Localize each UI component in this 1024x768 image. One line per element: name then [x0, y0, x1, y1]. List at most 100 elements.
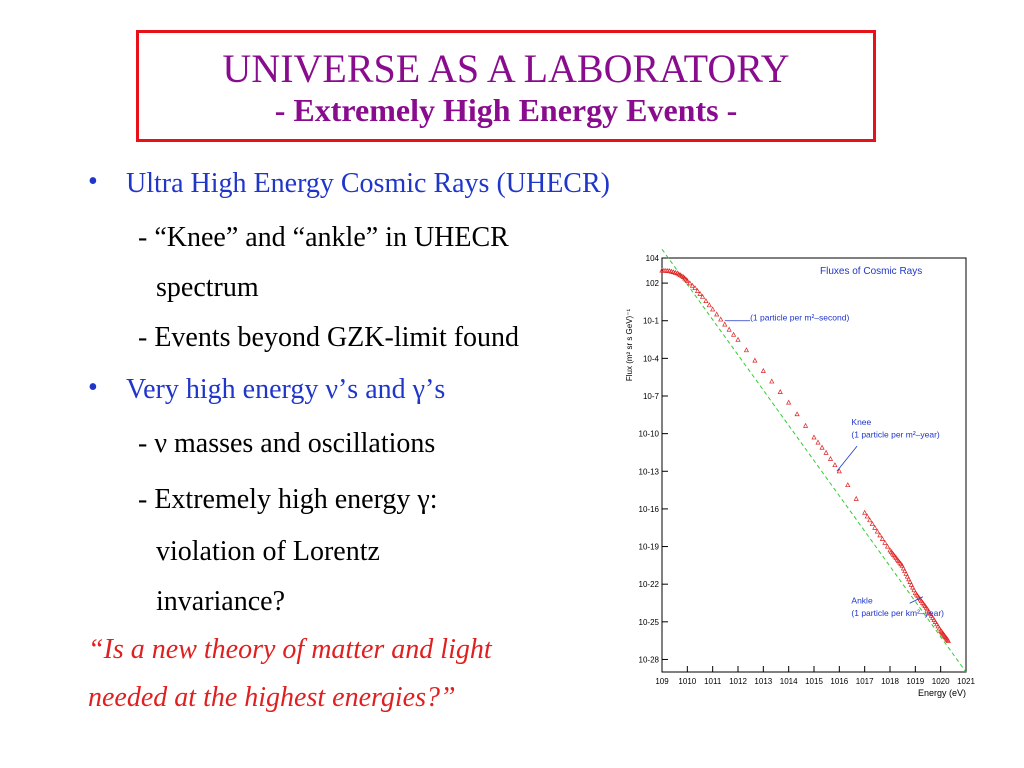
data-point: [703, 298, 709, 303]
data-point: [864, 513, 870, 519]
data-point: [911, 587, 917, 593]
data-point: [910, 584, 916, 590]
y-tick-label: 10-19: [639, 543, 660, 552]
y-tick-label: 10-10: [639, 430, 660, 439]
cosmic-ray-flux-chart: Fluxes of Cosmic Rays Flux (m² sr s GeV)…: [620, 244, 980, 700]
data-point: [802, 422, 809, 428]
data-point: [726, 326, 732, 332]
data-point: [769, 378, 775, 384]
data-point: [684, 277, 690, 283]
data-point: [899, 562, 905, 568]
quote-line-2: needed at the highest energies?”: [88, 682, 456, 713]
data-point: [786, 399, 792, 405]
data-point: [714, 311, 720, 317]
sub-gzk: - Events beyond GZK-limit found: [138, 322, 520, 353]
slide-subtitle: - Extremely High Energy Events -: [274, 92, 738, 128]
data-point: [872, 524, 878, 530]
x-tick-label: 1019: [906, 677, 924, 686]
data-point: [832, 462, 838, 468]
annotation-label: Ankle: [851, 595, 873, 605]
data-point: [689, 282, 695, 288]
y-tick-label: 10-28: [639, 655, 660, 664]
x-tick-label: 1018: [881, 677, 899, 686]
data-point: [902, 568, 908, 574]
y-tick-label: 10-25: [639, 618, 660, 627]
data-point: [862, 509, 868, 515]
data-point: [924, 606, 931, 612]
x-tick-label: 109: [655, 677, 669, 686]
data-point: [869, 521, 875, 526]
data-point: [794, 411, 800, 417]
bullet-dot: •: [88, 166, 98, 197]
data-point: [815, 439, 821, 445]
y-tick-label: 10-4: [643, 354, 660, 363]
x-tick-label: 1017: [856, 677, 874, 686]
data-point: [874, 528, 880, 534]
data-point: [760, 367, 766, 373]
x-tick-label: 1012: [729, 677, 747, 686]
x-tick-label: 1020: [932, 677, 950, 686]
data-point: [700, 293, 706, 299]
data-point: [945, 637, 951, 643]
annotation-label: (1 particle per m²–second): [750, 313, 849, 323]
data-point: [934, 621, 940, 627]
sub-high-energy-gamma: - Extremely high energy γ:: [138, 484, 438, 515]
bullet-neutrinos-gammas: Very high energy ν’s and γ’s: [126, 374, 446, 405]
x-tick-label: 1011: [704, 677, 722, 686]
data-point: [931, 616, 937, 622]
title-box: UNIVERSE AS A LABORATORY - Extremely Hig…: [136, 30, 876, 142]
data-point: [935, 623, 941, 629]
data-point: [884, 543, 891, 549]
y-tick-label: 10-16: [639, 505, 660, 514]
data-point: [710, 306, 716, 312]
data-point: [904, 573, 910, 579]
y-tick-label: 10-7: [643, 392, 660, 401]
y-axis-label: Flux (m² sr s GeV)⁻¹: [625, 309, 634, 382]
data-point: [882, 539, 888, 545]
sub-invariance: invariance?: [156, 586, 286, 617]
data-point: [867, 517, 873, 523]
quote-line-1: “Is a new theory of matter and light: [88, 634, 492, 665]
data-point: [697, 290, 703, 296]
y-tick-label: 10-13: [639, 467, 660, 476]
data-point: [731, 331, 737, 337]
annotation-label: Knee: [851, 417, 871, 427]
sub-lorentz: violation of Lorentz: [156, 536, 380, 567]
data-point: [694, 288, 701, 293]
data-point: [932, 619, 938, 625]
y-tick-label: 104: [646, 254, 660, 263]
data-point: [928, 612, 934, 618]
data-point: [900, 565, 906, 571]
data-point: [735, 336, 741, 342]
data-point: [692, 285, 698, 291]
y-tick-label: 102: [646, 279, 660, 288]
fit-line: [661, 248, 967, 673]
y-tick-label: 10-22: [639, 580, 660, 589]
data-point: [877, 532, 883, 538]
data-point: [743, 347, 750, 353]
data-point: [926, 608, 932, 614]
data-point: [722, 321, 728, 327]
data-point: [879, 536, 885, 541]
x-tick-label: 1021: [957, 677, 975, 686]
data-point: [930, 614, 936, 620]
annotation-label: (1 particle per m²–year): [851, 429, 940, 439]
x-tick-label: 1013: [754, 677, 772, 686]
data-point: [706, 302, 712, 308]
data-point: [927, 610, 933, 616]
data-point: [718, 316, 724, 322]
data-point: [819, 444, 825, 450]
y-tick-label: 10-1: [643, 317, 660, 326]
slide-title: UNIVERSE AS A LABORATORY: [222, 46, 790, 91]
chart-title: Fluxes of Cosmic Rays: [820, 266, 922, 277]
x-tick-label: 1014: [780, 677, 798, 686]
annotation-label: (1 particle per km²–year): [851, 608, 944, 618]
data-point: [906, 576, 912, 582]
data-point: [777, 389, 783, 394]
data-point: [907, 579, 913, 584]
x-tick-label: 1015: [805, 677, 823, 686]
data-point: [811, 434, 817, 440]
x-tick-label: 1010: [678, 677, 696, 686]
x-axis-label: Energy (eV): [918, 688, 966, 698]
sub-knee-ankle: - “Knee” and “ankle” in UHECR: [138, 222, 509, 253]
